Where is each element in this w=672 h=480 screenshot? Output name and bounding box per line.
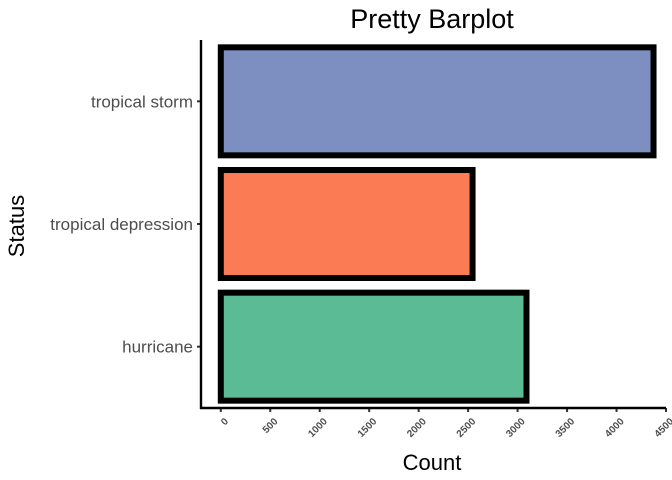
x-tick-label: 4000 [603,416,627,440]
x-tick-label: 0 [219,416,231,428]
y-tick-label: tropical storm [91,92,193,111]
bar-tropical-depression [217,167,476,281]
y-axis-title: Status [4,195,29,257]
bars-layer [217,44,657,404]
x-tick-label: 2000 [405,416,429,440]
x-tick-label: 3500 [554,416,578,440]
chart-title: Pretty Barplot [350,4,514,34]
y-axis-labels: hurricane tropical depression tropical sto… [50,92,201,357]
y-tick-label: tropical depression [50,215,193,234]
x-tick-label: 500 [261,416,281,436]
x-tick-label: 2500 [455,416,479,440]
y-tick-label: hurricane [122,338,193,357]
x-tick-label: 3000 [504,416,528,440]
x-tick-label: 1500 [356,416,380,440]
bar-hurricane [217,289,530,404]
bar-tropical-storm [217,44,657,159]
x-tick-label: 4500 [653,416,672,440]
x-axis-title: Count [403,450,462,475]
x-tick-label: 1000 [306,416,330,440]
x-axis-ticks: 0 500 1000 1500 2000 2500 3000 3500 4000 4500 [219,408,672,440]
